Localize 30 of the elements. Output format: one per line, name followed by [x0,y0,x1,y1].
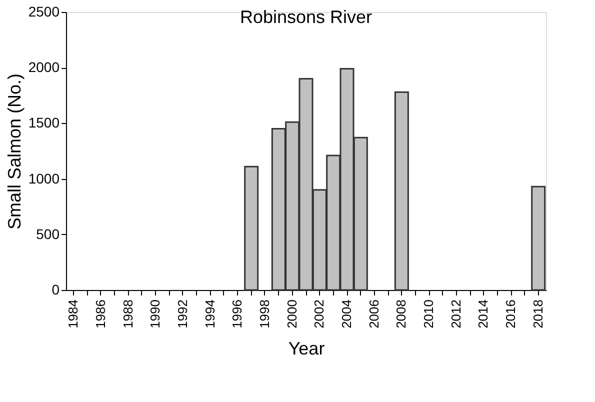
x-tick-label: 1998 [257,300,272,328]
y-tick-label: 1000 [28,170,60,186]
x-tick-label: 2004 [339,300,354,328]
y-tick-label: 0 [52,282,60,298]
x-tick-label: 1992 [174,300,190,328]
x-tick-label: 2010 [421,300,436,328]
bar [394,91,409,291]
x-tick-label: 1994 [202,300,218,328]
bar [244,166,259,291]
x-tick-label: 2012 [448,300,464,328]
y-tick-label: 1500 [28,114,60,131]
x-tick-label: 2000 [284,300,300,328]
x-axis-title: Year [288,338,325,358]
x-tick-label: 1988 [120,300,136,328]
y-tick-label: 2500 [28,4,60,20]
y-tick-label: 2000 [28,59,60,76]
x-tick-label: 1996 [230,300,245,328]
y-axis-title: Small Salmon (No.) [4,73,24,230]
x-tick-label: 1986 [92,300,108,328]
x-tick-label: 2008 [394,300,409,328]
chart-title: Robinsons River [240,7,372,27]
x-tick-label: 1990 [148,300,163,328]
y-tick-label: 500 [36,226,60,242]
bar [531,186,546,291]
x-tick-label: 2002 [312,300,327,328]
x-tick-label: 2016 [503,300,518,328]
x-tick-label: 2006 [366,300,382,328]
x-tick-label: 2014 [476,300,491,328]
x-tick-label: 1984 [66,300,81,328]
x-tick-label: 2018 [530,300,546,328]
